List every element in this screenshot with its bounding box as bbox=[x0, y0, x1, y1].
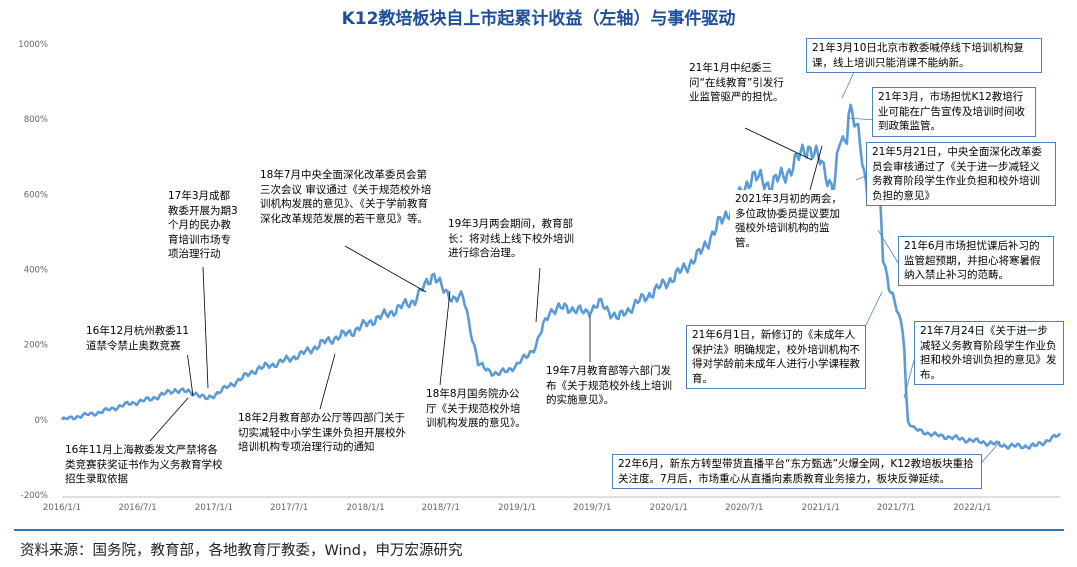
annotation-connector bbox=[149, 397, 189, 442]
annotation-2103-cppcc: 2021年3月初的两会，多位政协委员提议要加强校外培训机构的监管。 bbox=[730, 190, 850, 252]
chart-plot: -200% 0% 200% 400% 600% 800% 1000% 2016/1/1 2016… bbox=[18, 40, 1062, 513]
y-tick-label: 800% bbox=[24, 115, 48, 125]
annotation-connector bbox=[903, 359, 915, 399]
annotation-connector bbox=[981, 441, 1001, 463]
x-tick-label: 2021/1/1 bbox=[802, 503, 840, 513]
annotation-2103-ads: 21年3月，市场担忧K12教培行业可能在广告宣传及培训时间收到政策监管。 bbox=[872, 87, 1036, 137]
x-tick-label: 2020/7/1 bbox=[725, 503, 763, 513]
annotation-connector bbox=[202, 266, 209, 389]
source-note: 资料来源：国务院，教育部，各地教育厅教委，Wind，申万宏源研究 bbox=[20, 543, 463, 559]
x-tick-label: 2018/1/1 bbox=[347, 503, 385, 513]
annotation-1611-shanghai: 16年11月上海教委发文严禁将各类竞赛获奖证书作为义务教育学校招生录取依据 bbox=[60, 441, 232, 489]
annotation-2106-tutoring: 21年6月市场担忧课后补习的监管超预期，并担心将寒暑假纳入禁止补习的范畴。 bbox=[898, 236, 1054, 286]
x-tick-label: 2016/7/1 bbox=[118, 503, 156, 513]
annotation-connector bbox=[865, 291, 883, 326]
annotation-1612-hangzhou: 16年12月杭州教委11道禁令禁止奥数竞赛 bbox=[81, 322, 203, 355]
annotation-connector bbox=[809, 145, 823, 191]
annotation-connector bbox=[847, 117, 876, 121]
annotation-1808-state-council: 18年8月国务院办公厅《关于规范校外培训机构发展的意见》。 bbox=[421, 385, 533, 433]
annotation-2206-new-oriental: 22年6月，新东方转型带货直播平台“东方甄选”火爆全网，K12教培板块重拾关注度… bbox=[612, 454, 982, 489]
annotation-210310-beijing: 21年3月10日北京市教委喊停线下培训机构复课，线上培训只能消课不能纳新。 bbox=[806, 38, 1042, 73]
x-tick-label: 2020/1/1 bbox=[650, 503, 688, 513]
annotation-1903-two-sessions: 19年3月两会期间，教育部长：将对线上线下校外培训进行综合治理。 bbox=[443, 215, 583, 263]
x-tick-label: 2021/7/1 bbox=[877, 503, 915, 513]
annotation-connector bbox=[535, 267, 541, 323]
x-tick-label: 2016/1/1 bbox=[43, 503, 81, 513]
x-tick-label: 2017/7/1 bbox=[270, 503, 308, 513]
annotation-1703-chengdu: 17年3月成都教委开展为期3个月的民办教育培训市场专项治理行动 bbox=[163, 187, 243, 264]
annotation-connector bbox=[344, 245, 427, 293]
annotation-connector bbox=[841, 69, 856, 99]
annotation-connector bbox=[319, 353, 336, 410]
annotation-connector bbox=[744, 127, 813, 161]
y-tick-label: 600% bbox=[24, 190, 48, 200]
x-tick-label: 2019/7/1 bbox=[573, 503, 611, 513]
footer-divider bbox=[14, 529, 1064, 531]
annotation-connector bbox=[877, 229, 901, 267]
y-tick-label: 1000% bbox=[18, 40, 48, 50]
y-tick-label: -200% bbox=[21, 491, 48, 501]
y-tick-label: 400% bbox=[24, 266, 48, 276]
annotation-210521-reform: 21年5月21日，中央全面深化改革委员会审核通过了《关于进一步减轻义务教育阶段学… bbox=[866, 142, 1056, 206]
series-line-0 bbox=[60, 103, 1062, 451]
x-tick-label: 2018/7/1 bbox=[422, 503, 460, 513]
x-tick-label: 2022/1/1 bbox=[953, 503, 991, 513]
x-tick-label: 2017/1/1 bbox=[195, 503, 233, 513]
annotation-connector bbox=[439, 290, 451, 386]
y-tick-label: 0% bbox=[35, 416, 49, 426]
annotation-2101-ccdi: 21年1月中纪委三问“在线教育”引发行业监管驱严的担忧。 bbox=[684, 59, 796, 107]
annotation-210601-minors-law: 21年6月1日，新修订的《未成年人保护法》明确规定，校外培训机构不得对学龄前未成… bbox=[686, 325, 866, 389]
x-tick-label: 2019/1/1 bbox=[498, 503, 536, 513]
y-tick-label: 200% bbox=[24, 341, 48, 351]
annotation-210724-double-reduction: 21年7月24日《关于进一步减轻义务教育阶段学生作业负担和校外培训负担的意见》发… bbox=[914, 321, 1064, 385]
annotation-1802-moe: 18年2月教育部办公厅等四部门关于切实减轻中小学生课外负担开展校外培训机构专项治… bbox=[233, 409, 413, 457]
annotation-1907-six-depts: 19年7月教育部等六部门发布《关于规范校外线上培训的实施意见》。 bbox=[541, 362, 677, 410]
chart-title: K12教培板块自上市起累计收益（左轴）与事件驱动 bbox=[341, 9, 736, 29]
annotation-1807-reform: 18年7月中央全面深化改革委员会第三次会议 审议通过《关于规范校外培训机构发展的… bbox=[255, 166, 437, 228]
